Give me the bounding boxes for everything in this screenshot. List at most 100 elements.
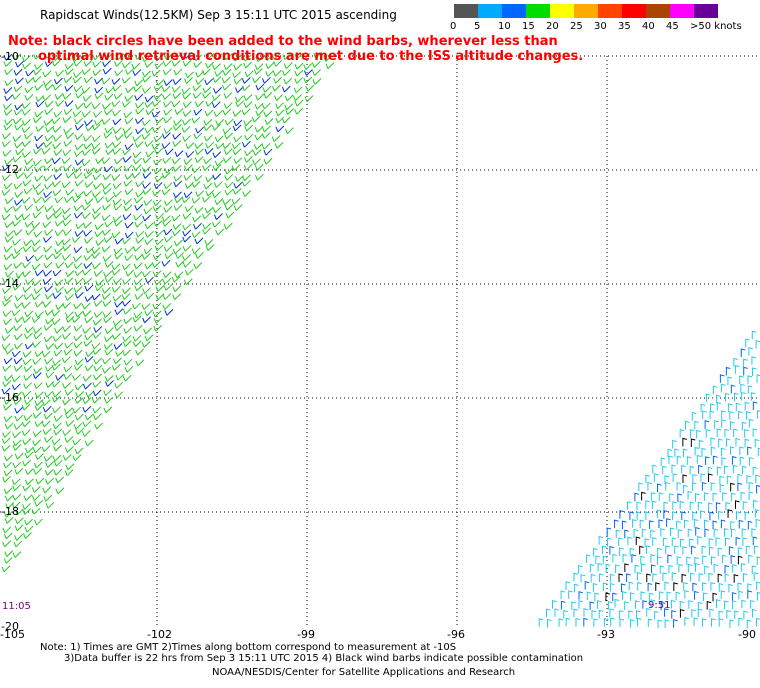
wind-barb [757,409,760,419]
wind-barb [72,373,82,381]
wind-barb [172,123,182,131]
wind-barb [52,126,62,133]
wind-barb [44,468,54,476]
wind-barb [85,167,95,175]
wind-barb [84,181,94,188]
wind-barb [135,359,145,367]
wind-barb [13,540,23,548]
wind-barb [732,600,737,609]
wind-barb [194,206,204,214]
wind-barb [23,293,33,301]
wind-barb [102,67,112,75]
wind-barb [702,618,707,627]
wind-barb [62,219,72,227]
wind-barb [75,191,84,198]
wind-barb [24,310,34,318]
wind-barb [52,206,62,214]
wind-barb [63,365,73,373]
wind-barb [33,382,43,389]
wind-barb [13,324,23,331]
wind-barb [63,229,72,236]
wind-barb [171,214,181,222]
wind-barb [65,316,75,323]
wind-barb [224,173,234,181]
wind-barb [13,261,23,269]
wind-barb [55,374,64,381]
wind-barb [104,93,114,101]
wind-barb [674,545,679,555]
wind-barb [24,451,34,459]
wind-barb [734,610,739,620]
wind-barb [741,391,746,401]
wind-barb [255,83,265,91]
wind-barb [111,100,121,108]
wind-barb [274,142,284,149]
wind-barb [73,262,83,270]
wind-barb [14,123,24,131]
wind-barb [43,324,53,331]
wind-barb [104,327,114,334]
wind-barb [182,212,192,220]
legend-label: >50 knots [690,21,742,32]
wind-barb [193,262,203,269]
wind-barb [143,327,153,335]
wind-barb [205,141,215,149]
wind-barb [3,109,13,116]
wind-barb [726,609,731,619]
wind-barb [684,616,689,626]
wind-barb [71,55,81,63]
wind-barb [161,132,171,139]
wind-barb [105,380,114,387]
wind-barb [93,182,102,190]
wind-barb [162,303,172,310]
wind-barb [163,79,173,87]
wind-barb [656,483,662,493]
wind-barb [662,572,668,582]
wind-barbs-right-swath [538,330,760,629]
wind-barb [14,534,23,541]
wind-barb [709,546,714,556]
wind-barb [91,293,101,301]
wind-barb [255,55,265,63]
wind-barb [22,390,32,398]
wind-barb [742,537,748,546]
wind-barb [725,501,731,511]
wind-barb [51,395,61,403]
wind-barb [64,469,74,476]
wind-barb [102,357,111,365]
wind-barb [13,247,23,254]
wind-barb [679,609,685,618]
wind-barb [34,134,43,142]
wind-barb [45,343,55,350]
wind-barb [261,125,271,133]
wind-barb [24,332,33,340]
wind-barb [22,285,32,293]
wind-barb [172,285,182,293]
wind-barb [61,207,71,215]
wind-barb [575,618,581,627]
wind-barb [651,500,657,510]
wind-barb [738,617,743,627]
wind-barb [201,68,211,76]
wind-barb [151,261,161,268]
wind-barb [123,198,132,206]
wind-barb [618,573,624,583]
wind-barb [153,85,163,92]
wind-barb [642,600,648,609]
wind-barb [14,406,24,414]
wind-barb [690,438,696,447]
legend-label: 10 [498,21,511,32]
wind-barb [54,93,64,100]
wind-barb [733,428,738,438]
wind-barb [702,555,707,564]
wind-barb [612,553,618,563]
wind-barb [72,76,82,84]
wind-barb [22,358,32,366]
wind-barb [23,365,33,372]
wind-barb [153,158,163,166]
lon-label: -96 [447,628,465,641]
wind-barb [14,77,24,85]
wind-barb [63,348,73,356]
wind-barb [598,609,604,619]
wind-barb [104,220,114,228]
